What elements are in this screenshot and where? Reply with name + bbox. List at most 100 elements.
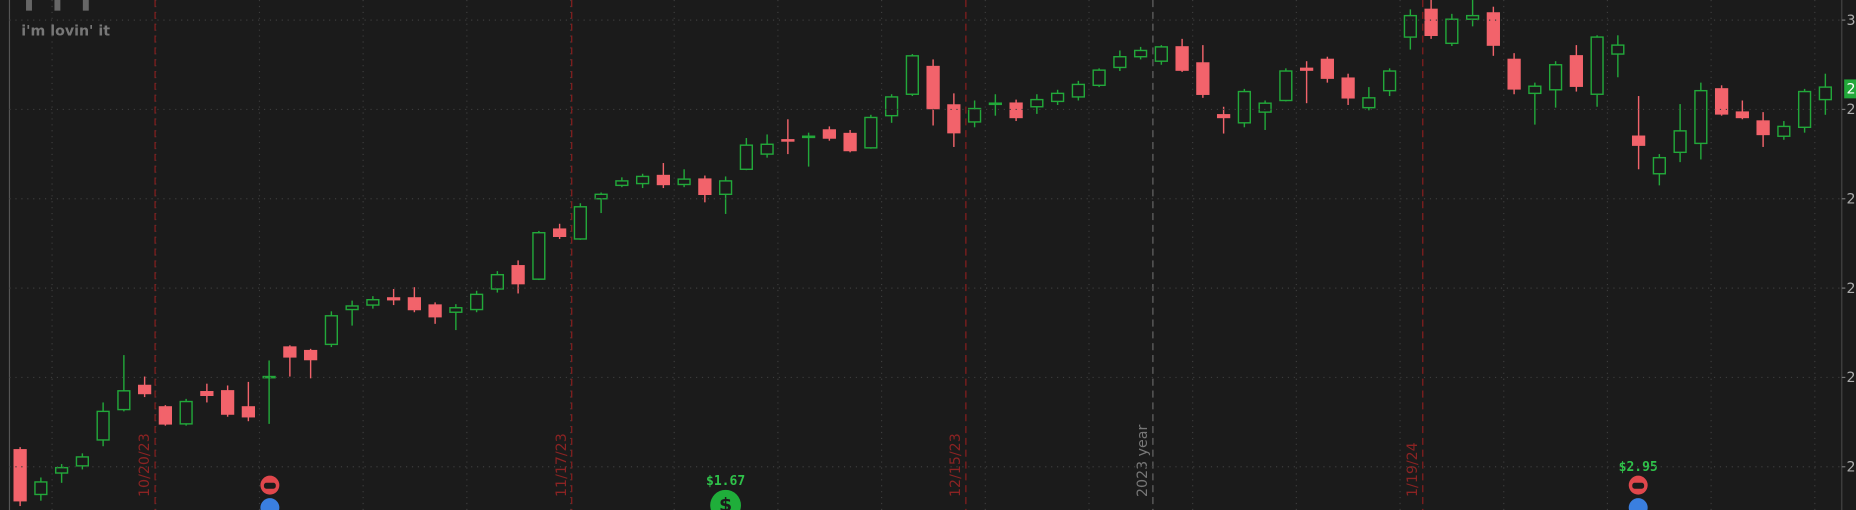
candle-body (532, 232, 546, 280)
candle-body (1362, 97, 1376, 109)
earnings-icon-glyph (1632, 482, 1645, 489)
candle-body (1403, 14, 1417, 38)
candle-body (1548, 64, 1563, 91)
logo-shape (54, 0, 61, 11)
marker-label: 11/17/23 (554, 433, 570, 497)
marker-label: 12/15/23 (948, 433, 964, 497)
candle-body (407, 297, 421, 311)
candle-body (1030, 98, 1044, 108)
candle-body (1050, 92, 1065, 103)
candle-body (1486, 12, 1500, 46)
candle-body (781, 139, 795, 142)
last-price-label: 292.3 (1847, 82, 1856, 98)
candle-body (34, 481, 48, 496)
candle-body (967, 107, 982, 123)
y-tick-label: 290 (1847, 102, 1856, 118)
candle-body (573, 206, 587, 240)
candle-body (1382, 70, 1397, 92)
candle-body (656, 174, 670, 186)
candle-body (1133, 49, 1148, 58)
candle-body (843, 132, 857, 152)
candle-body (345, 305, 359, 311)
candle-body (884, 96, 899, 117)
candle-body (1631, 135, 1646, 146)
candle-body (324, 315, 338, 346)
candle-body (1299, 67, 1314, 71)
dividend-icon (710, 489, 741, 510)
candle-body (1279, 70, 1293, 102)
y-tick-label: 250 (1847, 459, 1856, 475)
y-tick-label: 260 (1847, 370, 1856, 386)
candle-body (594, 193, 608, 200)
price-axis: 250 260 270 280 290 300 292.3 (9, 13, 1856, 475)
candle-body (926, 65, 940, 110)
candle-body (428, 304, 442, 318)
candle-body (158, 406, 172, 425)
y-tick-label: 270 (1847, 281, 1856, 297)
candle-body (822, 129, 836, 139)
candle-body (1258, 102, 1272, 113)
candle-body (262, 375, 276, 379)
candle-body (615, 180, 629, 187)
markers: 10/20/23 11/17/23 12/15/23 2023 year 1/1… (137, 0, 1424, 510)
y-tick-label: 300 (1847, 13, 1856, 29)
candle-body (1465, 14, 1480, 20)
candle-body (1092, 69, 1106, 87)
candle-body (13, 449, 27, 502)
candle-body (1756, 120, 1770, 136)
candle-body (1528, 85, 1542, 95)
candle-body (864, 116, 878, 149)
candle-body (96, 410, 110, 441)
marker-label: 2023 year (1135, 425, 1151, 497)
candle-body (1777, 125, 1791, 137)
candle-body (677, 178, 691, 186)
candle-body (698, 178, 712, 196)
logo-shape (82, 0, 89, 11)
candle-body (1237, 90, 1251, 124)
logo-text: i'm lovin' it (21, 24, 110, 40)
candle-body (241, 406, 255, 418)
candle-body (1154, 46, 1168, 62)
candle-body (635, 175, 650, 185)
candle-body (511, 265, 525, 285)
candle-body (220, 390, 235, 415)
candle-body (137, 384, 152, 395)
candle-body (1590, 36, 1604, 95)
candle-body (366, 299, 380, 306)
candle-body (303, 349, 318, 361)
candle-body (490, 273, 504, 290)
event-icon (260, 498, 280, 510)
candle-body (801, 135, 816, 139)
candle-body (988, 102, 1002, 106)
candles (13, 0, 1832, 507)
candle-body (760, 143, 774, 155)
dividend-label: $2.95 (1619, 460, 1658, 475)
candle-body (1113, 56, 1127, 69)
candle-body (75, 456, 90, 467)
logo: i'm lovin' it (21, 0, 110, 39)
candle-body (1673, 130, 1687, 154)
candle-body (200, 391, 214, 397)
candle-body (54, 466, 69, 474)
candle-body (1818, 86, 1832, 101)
event-icon (1628, 498, 1648, 510)
candle-body (1216, 114, 1231, 119)
dividend-label: $1.67 (706, 474, 745, 489)
candle-body (1196, 62, 1210, 95)
candle-body (469, 293, 484, 311)
candle-body (947, 104, 961, 134)
candle-body (386, 297, 401, 301)
candle-body (1652, 156, 1666, 175)
earnings-icon-glyph (263, 482, 276, 489)
y-tick-label: 280 (1847, 192, 1856, 208)
dividend-glyph: $ (719, 494, 732, 510)
candle-body (718, 180, 733, 196)
candle-body (1611, 44, 1625, 55)
candle-body (1714, 88, 1729, 115)
candle-body (1341, 77, 1355, 99)
candle-body (1735, 111, 1749, 119)
candle-body (117, 390, 131, 411)
candle-body (1175, 46, 1189, 71)
